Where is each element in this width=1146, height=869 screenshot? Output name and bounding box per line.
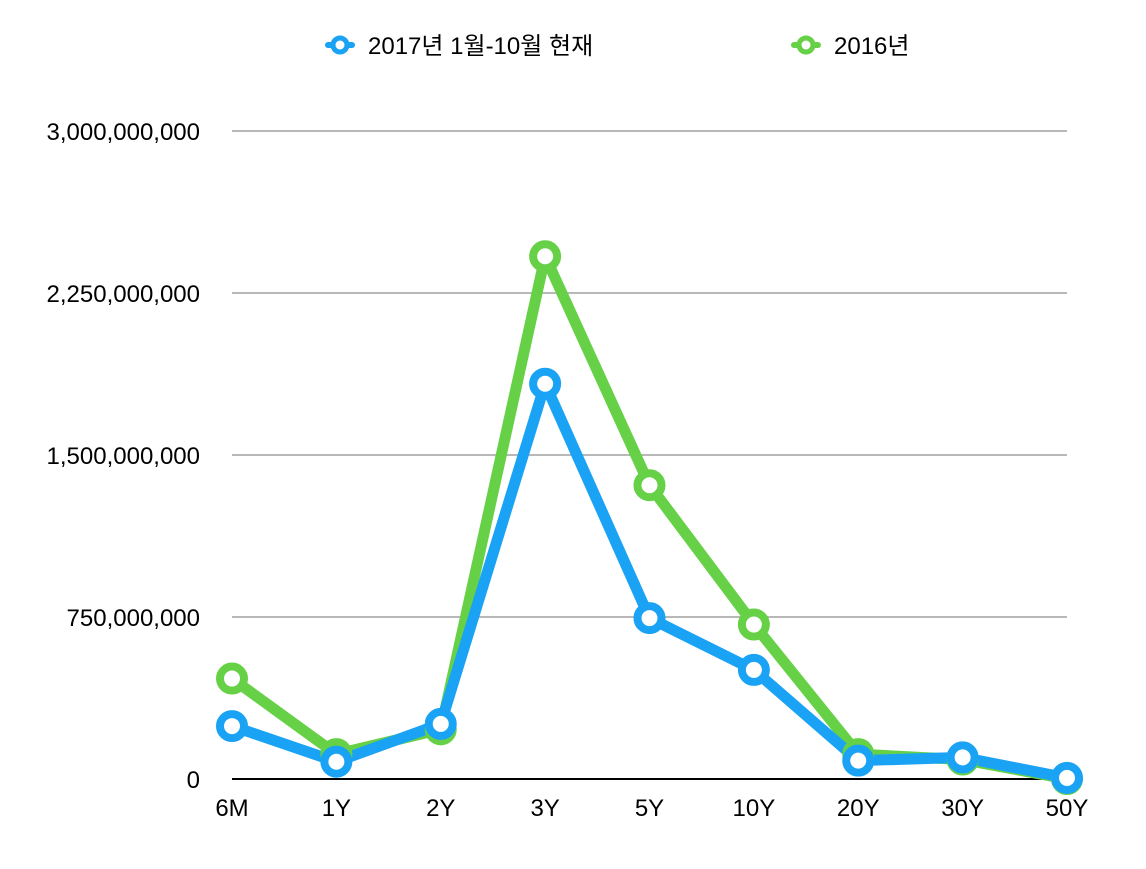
legend: 2017년 1월-10월 현재 2016년 [325, 33, 909, 60]
data-point [737, 608, 770, 641]
data-point [529, 240, 562, 273]
series-points [216, 240, 1083, 795]
data-point [320, 745, 353, 778]
series-line [226, 378, 1073, 784]
y-axis-tick-labels: 0 750,000,000 1,500,000,000 2,250,000,000 3,… [47, 119, 200, 794]
data-point [216, 710, 248, 743]
y-tick-label: 750,000,000 [67, 605, 200, 632]
gridlines [232, 130, 1067, 780]
legend-label: 2016년 [834, 33, 909, 60]
x-tick-label: 5Y [635, 795, 664, 822]
x-tick-label: 30Y [941, 795, 984, 822]
x-tick-label: 20Y [837, 795, 880, 822]
x-tick-label: 50Y [1046, 795, 1089, 822]
y-tick-label: 0 [187, 767, 200, 794]
x-tick-label: 2Y [426, 795, 455, 822]
series-line [226, 250, 1073, 785]
series-lines [226, 250, 1073, 785]
y-tick-label: 1,500,000,000 [47, 443, 200, 470]
legend-entry: 2017년 1월-10월 현재 [325, 33, 593, 60]
data-point [946, 741, 979, 774]
y-tick-label: 3,000,000,000 [47, 119, 200, 146]
x-axis-tick-labels: 6M 1Y 2Y 3Y 5Y 10Y 20Y 30Y 50Y [215, 795, 1088, 822]
data-point [1051, 761, 1083, 794]
x-tick-label: 1Y [322, 795, 351, 822]
data-point [633, 602, 666, 635]
data-point [424, 707, 457, 740]
y-tick-label: 2,250,000,000 [47, 281, 200, 308]
legend-circle-marker [796, 35, 816, 55]
legend-circle-marker [330, 35, 350, 55]
x-tick-label: 6M [215, 795, 248, 822]
data-point [529, 367, 562, 400]
data-point [737, 653, 770, 686]
data-point [216, 662, 248, 695]
data-point [633, 469, 666, 502]
legend-entry: 2016년 [791, 33, 909, 60]
x-tick-label: 10Y [733, 795, 776, 822]
x-tick-label: 3Y [530, 795, 559, 822]
legend-label: 2017년 1월-10월 현재 [368, 33, 593, 60]
data-point [842, 744, 875, 777]
